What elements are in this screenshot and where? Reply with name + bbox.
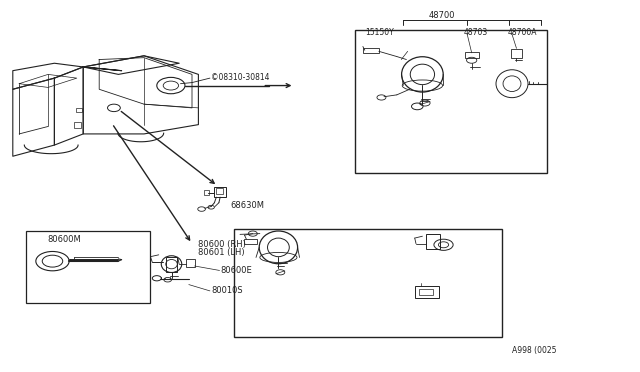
Bar: [511, 49, 522, 58]
Bar: [426, 234, 440, 249]
Text: 48700A: 48700A: [508, 28, 537, 37]
Bar: [363, 48, 379, 53]
Bar: [166, 257, 177, 272]
Bar: [355, 30, 547, 173]
Bar: [216, 188, 223, 194]
Bar: [76, 108, 82, 112]
Bar: [186, 259, 195, 267]
Text: 68630M: 68630M: [230, 201, 264, 210]
Bar: [26, 231, 150, 303]
Text: ©08310-30814: ©08310-30814: [211, 73, 269, 82]
Bar: [244, 239, 257, 244]
Text: 80600 (RH): 80600 (RH): [198, 240, 246, 249]
Bar: [74, 122, 81, 128]
Text: 80601 (LH): 80601 (LH): [198, 248, 245, 257]
Text: A998 (0025: A998 (0025: [512, 346, 557, 355]
Bar: [204, 190, 209, 195]
Bar: [415, 286, 439, 298]
Text: 80010S: 80010S: [211, 286, 243, 295]
Bar: [465, 52, 479, 58]
Text: 48700: 48700: [428, 11, 455, 20]
Bar: [234, 229, 502, 337]
Text: 48703: 48703: [464, 28, 488, 37]
Text: 80600M: 80600M: [47, 235, 81, 244]
Text: 80600E: 80600E: [221, 266, 253, 275]
Bar: [419, 289, 433, 295]
Text: 15150Y: 15150Y: [365, 28, 394, 37]
Bar: [214, 187, 226, 197]
